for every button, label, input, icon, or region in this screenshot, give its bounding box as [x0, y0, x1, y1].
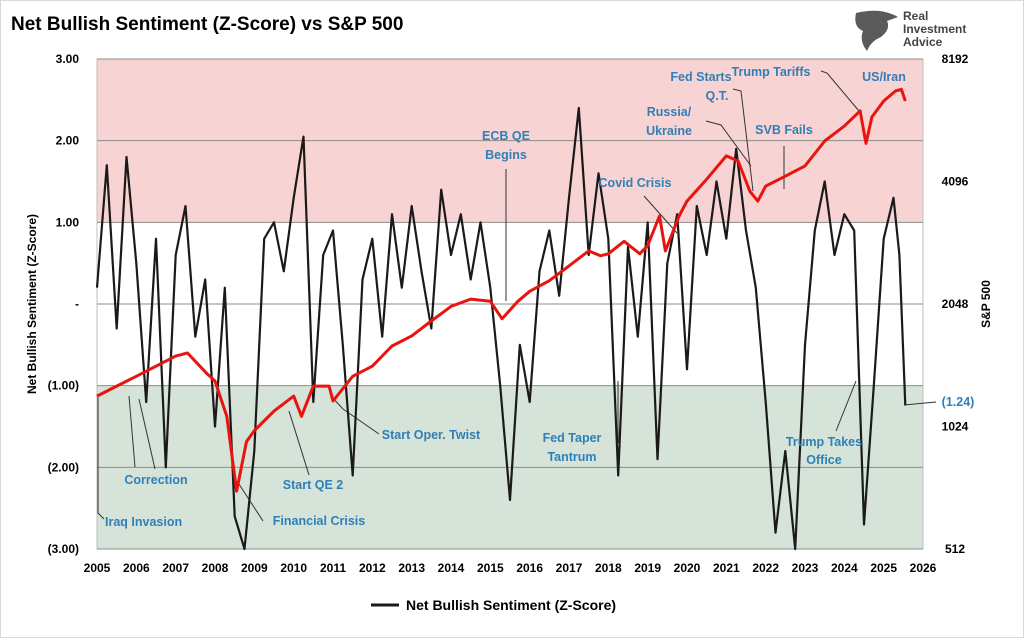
- y2-tick-label: 4096: [942, 175, 969, 189]
- annotation-label: Iraq Invasion: [105, 515, 182, 529]
- annotation-leader: [97, 396, 105, 520]
- x-tick-label: 2009: [241, 561, 268, 575]
- eagle-logo-icon: [855, 10, 898, 51]
- annotation-leader: [138, 398, 156, 470]
- y-tick-label: -: [75, 297, 79, 311]
- legend-label: Net Bullish Sentiment (Z-Score): [406, 597, 616, 613]
- x-tick-label: 2014: [438, 561, 465, 575]
- annotation-leader: [835, 380, 857, 432]
- y2-tick-label: 2048: [942, 297, 969, 311]
- annotation-label: Start QE 2: [283, 478, 343, 492]
- sp500-line: [96, 87, 907, 493]
- x-tick-label: 2012: [359, 561, 386, 575]
- x-tick-label: 2024: [831, 561, 858, 575]
- y-axis-label: Net Bullish Sentiment (Z-Score): [25, 214, 39, 394]
- x-tick-label: 2019: [634, 561, 661, 575]
- annotation-label: Start Oper. Twist: [382, 428, 481, 442]
- x-tick-label: 2018: [595, 561, 622, 575]
- annotation-leader: [643, 195, 678, 234]
- x-tick-label: 2023: [792, 561, 819, 575]
- x-tick-label: 2020: [674, 561, 701, 575]
- annotation-label: Begins: [485, 148, 527, 162]
- x-tick-label: 2017: [556, 561, 583, 575]
- annotation-label: Trump Tariffs: [732, 65, 811, 79]
- x-tick-label: 2007: [162, 561, 189, 575]
- y2-tick-label: 1024: [942, 420, 969, 434]
- annotation-label: Trump Takes: [786, 435, 862, 449]
- annotation-label: Russia/: [647, 105, 692, 119]
- x-tick-label: 2005: [84, 561, 111, 575]
- annotation-leader: [128, 395, 136, 468]
- annotation-label: Q.T.: [706, 89, 729, 103]
- x-tick-label: 2016: [516, 561, 543, 575]
- annotation-leader: [903, 401, 937, 406]
- x-tick-label: 2026: [910, 561, 937, 575]
- annotation-leader: [288, 410, 310, 476]
- y-tick-label: (1.00): [48, 379, 79, 393]
- x-tick-label: 2022: [752, 561, 779, 575]
- annotation-leader: [820, 70, 860, 112]
- annotation-label: Fed Starts: [670, 70, 731, 84]
- annotation-label: ECB QE: [482, 129, 530, 143]
- y-tick-label: 1.00: [56, 215, 80, 229]
- annotation-label: Financial Crisis: [273, 514, 365, 528]
- logo-text: Advice: [903, 35, 943, 49]
- annotation-label: Tantrum: [547, 450, 596, 464]
- annotation-label: Correction: [124, 473, 187, 487]
- annotation-label: Covid Crisis: [599, 176, 672, 190]
- x-tick-label: 2021: [713, 561, 740, 575]
- y-tick-label: (3.00): [48, 542, 79, 556]
- annotation-leader: [705, 120, 752, 167]
- y2-tick-label: 8192: [942, 52, 969, 66]
- annotation-label: Ukraine: [646, 124, 692, 138]
- annotation-label: US/Iran: [862, 70, 906, 84]
- x-tick-label: 2015: [477, 561, 504, 575]
- annotation-label: Office: [806, 453, 841, 467]
- chart-title: Net Bullish Sentiment (Z-Score) vs S&P 5…: [11, 14, 403, 35]
- x-tick-label: 2008: [202, 561, 229, 575]
- logo: Real Investment Advice: [855, 9, 966, 51]
- y-tick-label: 3.00: [56, 52, 80, 66]
- end-value-label: (1.24): [942, 395, 975, 409]
- logo-text: Investment: [903, 22, 966, 36]
- x-tick-label: 2006: [123, 561, 150, 575]
- y-tick-label: (2.00): [48, 460, 79, 474]
- legend: Net Bullish Sentiment (Z-Score): [371, 597, 616, 613]
- x-tick-label: 2010: [280, 561, 307, 575]
- x-tick-label: 2013: [398, 561, 425, 575]
- logo-text: Real: [903, 9, 928, 23]
- annotation-label: SVB Fails: [755, 123, 813, 137]
- x-tick-label: 2025: [870, 561, 897, 575]
- annotation-leader: [732, 88, 754, 192]
- y2-tick-label: 512: [945, 542, 965, 556]
- annotation-label: Fed Taper: [543, 431, 602, 445]
- x-tick-label: 2011: [320, 561, 346, 575]
- y-tick-label: 2.00: [56, 134, 80, 148]
- y2-axis-label: S&P 500: [979, 280, 993, 328]
- sentiment-line: [95, 106, 907, 551]
